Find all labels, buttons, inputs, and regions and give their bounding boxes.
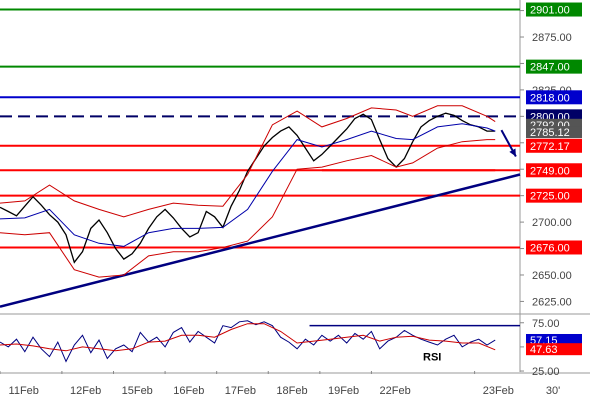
level-label: 2847.00	[530, 62, 570, 74]
price-y-tick-label: 2700.00	[532, 217, 572, 229]
x-tick-label: 11Feb	[9, 385, 39, 397]
x-tick-label: 30'	[546, 385, 560, 397]
forecast-arrow-head	[509, 148, 516, 157]
rsi-value-box	[526, 343, 582, 356]
price-marker-box	[526, 126, 582, 139]
level-label-box	[526, 188, 582, 203]
price-y-tick-label: 2875.00	[532, 32, 572, 44]
level-label: 2676.00	[530, 242, 570, 254]
series-price	[0, 113, 414, 264]
level-label-box	[526, 240, 582, 255]
rsi-y-tick-label: 25.00	[532, 366, 560, 378]
rsi-series-rsi	[0, 320, 496, 363]
series-upper_band	[0, 105, 496, 218]
level-label-box	[526, 59, 582, 74]
trendline	[0, 173, 521, 308]
level-label: 2818.00	[530, 92, 570, 104]
series-lower_band	[0, 139, 496, 278]
level-label-box	[526, 90, 582, 105]
rsi-value-label: 47.63	[530, 344, 558, 356]
level-label-box	[526, 138, 582, 153]
series-moving_average	[0, 123, 496, 247]
rsi-series-signal	[0, 323, 496, 352]
x-tick-label: 16Feb	[173, 385, 204, 397]
price-y-tick-label: 2650.00	[532, 270, 572, 282]
level-label-box	[526, 163, 582, 178]
price-panel: 2625.002650.002675.002700.002725.002750.…	[0, 0, 590, 372]
rsi-y-tick-label: 75.00	[532, 318, 560, 330]
level-label: 2725.00	[530, 191, 570, 203]
level-label: 2772.17	[530, 141, 570, 153]
level-label: 2749.00	[530, 165, 570, 177]
x-tick-label: 18Feb	[276, 385, 307, 397]
rsi-value-box	[526, 333, 582, 346]
series-price	[412, 112, 496, 143]
x-tick-label: 12Feb	[70, 385, 101, 397]
x-tick-label: 15Feb	[122, 385, 153, 397]
x-tick-label: 19Feb	[328, 385, 359, 397]
rsi-title: RSI	[423, 351, 441, 363]
x-axis: 11Feb 12Feb 15Feb 16Feb 17Feb 18Feb 19Feb 22Feb…	[0, 371, 560, 397]
level-label-box	[526, 2, 582, 17]
x-tick-label: 23Feb	[483, 385, 514, 397]
price-y-tick-label: 2625.00	[532, 296, 572, 308]
x-tick-label: 22Feb	[380, 385, 411, 397]
level-label: 2901.00	[530, 5, 570, 17]
price-marker-label: 2785.12	[530, 127, 570, 139]
x-tick-label: 17Feb	[225, 385, 256, 397]
